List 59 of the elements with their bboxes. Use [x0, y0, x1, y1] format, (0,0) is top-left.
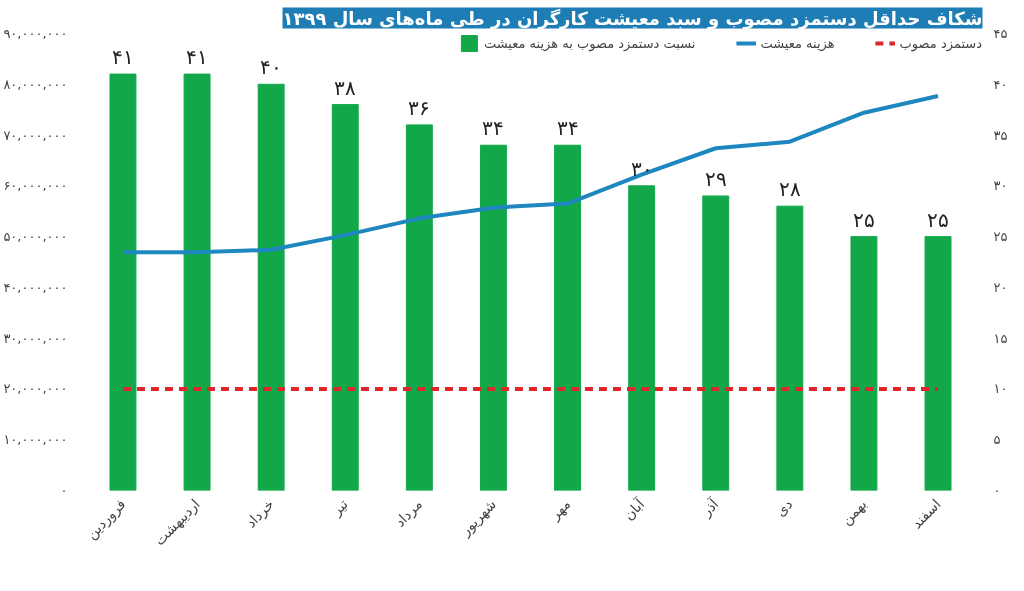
x-tick-label: مهر [546, 495, 575, 525]
bar [776, 205, 804, 491]
chart-title: شکاف حداقل دستمزد مصوب و سبد معیشت کارگران در طی ماه‌های سال ۱۳۹۹ [282, 7, 983, 30]
bar [850, 236, 878, 491]
x-tick-label: اسفند [908, 495, 944, 532]
legend-label: هزینه معیشت [760, 35, 835, 51]
y2-tick-label: ۰ [993, 483, 1001, 498]
bar [479, 144, 507, 491]
data-label: ۲۸ [778, 178, 801, 201]
x-tick-label: تیر [327, 495, 352, 520]
data-label: ۴۱ [186, 46, 209, 69]
y-tick-label: ۴۰,۰۰۰,۰۰۰ [3, 279, 68, 295]
legend-label: دستمزد مصوب [899, 35, 982, 51]
bar [924, 236, 952, 491]
x-tick-label: بهمن [837, 495, 871, 529]
x-tick-label: خرداد [242, 495, 278, 532]
data-label: ۲۹ [704, 167, 727, 190]
y2-tick-label: ۲۵ [993, 229, 1008, 245]
data-label: ۴۱ [111, 46, 134, 69]
y2-tick-label: ۴۵ [993, 26, 1008, 41]
y2-tick-label: ۲۰ [993, 279, 1008, 295]
y-tick-label: ۳۰,۰۰۰,۰۰۰ [3, 330, 68, 346]
x-tick-label: مرداد [391, 495, 426, 531]
y2-tick-label: ۴۰ [993, 76, 1008, 92]
y2-tick-label: ۳۰ [993, 178, 1008, 194]
y2-tick-label: ۱۵ [993, 330, 1008, 346]
bar [405, 124, 433, 491]
bar [109, 73, 137, 491]
data-label: ۳۴ [556, 117, 579, 140]
bar [554, 144, 582, 491]
data-label: ۳۸ [334, 76, 357, 99]
bar [628, 185, 656, 491]
data-label: ۲۵ [927, 208, 950, 231]
bar [331, 104, 359, 491]
y2-tick-label: ۵ [993, 432, 1001, 448]
y2-tick-label: ۳۵ [993, 127, 1008, 143]
y-tick-label: ۱۰,۰۰۰,۰۰۰ [3, 432, 68, 448]
x-tick-label: فروردین [83, 495, 130, 543]
y2-tick-label: ۱۰ [993, 381, 1008, 397]
data-label: ۴۰ [260, 56, 283, 79]
x-tick-label: شهریور [456, 495, 500, 540]
legend-label: نسبت دستمزد مصوب به هزینه معیشت [483, 35, 696, 51]
bar [183, 73, 211, 491]
y-tick-label: ۲۰,۰۰۰,۰۰۰ [3, 381, 68, 397]
y-tick-label: ۰ [60, 483, 68, 498]
bar [702, 195, 730, 491]
data-label: ۳۶ [408, 96, 431, 119]
y-tick-label: ۶۰,۰۰۰,۰۰۰ [3, 178, 68, 194]
y-tick-label: ۹۰,۰۰۰,۰۰۰ [3, 26, 68, 41]
x-tick-label: آذر [697, 495, 723, 521]
y-tick-label: ۷۰,۰۰۰,۰۰۰ [3, 127, 68, 143]
data-label: ۲۵ [852, 208, 875, 231]
x-tick-label: اردیبهشت [151, 495, 204, 550]
data-label: ۳۴ [482, 117, 505, 140]
y-tick-label: ۸۰,۰۰۰,۰۰۰ [3, 76, 68, 92]
x-tick-label: دی [772, 495, 796, 520]
bar [257, 83, 285, 491]
y-tick-label: ۵۰,۰۰۰,۰۰۰ [3, 229, 68, 245]
x-tick-label: آبان [620, 495, 649, 524]
